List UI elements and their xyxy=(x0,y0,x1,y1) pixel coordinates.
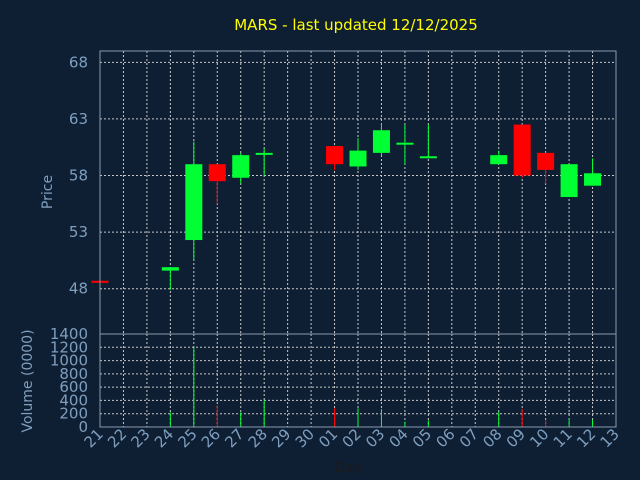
x-axis-label: Day xyxy=(334,460,362,476)
price-tick-labels: 48 53 58 63 68 xyxy=(69,53,88,297)
volume-tick-label: 1000 xyxy=(50,352,88,370)
candle-body xyxy=(513,124,531,176)
chart-title: MARS - last updated 12/12/2025 xyxy=(234,16,478,34)
volume-tick-label: 400 xyxy=(59,391,88,409)
volume-bars xyxy=(169,347,594,427)
candle-body xyxy=(560,164,578,198)
price-tick-label: 68 xyxy=(69,53,88,71)
candle-body xyxy=(232,155,250,178)
price-axis-label: Price xyxy=(40,175,56,209)
volume-tick-label: 200 xyxy=(59,405,88,423)
x-tick-labels: 2122232425262728293001020304050607080910… xyxy=(81,425,623,451)
candle-body xyxy=(255,152,273,155)
volume-panel-frame xyxy=(99,333,617,428)
price-tick-label: 58 xyxy=(69,167,88,185)
candles xyxy=(91,123,602,290)
candle-body xyxy=(349,150,367,167)
candle-body xyxy=(490,155,508,165)
candle-body xyxy=(326,146,344,165)
volume-tick-label: 800 xyxy=(59,365,88,383)
candle-body xyxy=(419,156,437,159)
candle-body xyxy=(537,152,555,170)
volume-tick-label: 600 xyxy=(59,378,88,396)
candle-body xyxy=(396,142,414,145)
volume-tick-label: 0 xyxy=(78,418,88,436)
candle-body xyxy=(208,164,226,182)
candle-body xyxy=(372,130,390,153)
volume-tick-label: 1200 xyxy=(50,338,88,356)
candle-body xyxy=(584,173,602,186)
price-tick-label: 48 xyxy=(69,280,88,298)
price-tick-label: 53 xyxy=(69,223,88,241)
candle-body xyxy=(161,267,179,271)
volume-axis-label: Volume (0000) xyxy=(20,329,36,432)
volume-tick-label: 1400 xyxy=(50,325,88,343)
candle-body xyxy=(185,164,203,241)
price-tick-label: 63 xyxy=(69,110,88,128)
